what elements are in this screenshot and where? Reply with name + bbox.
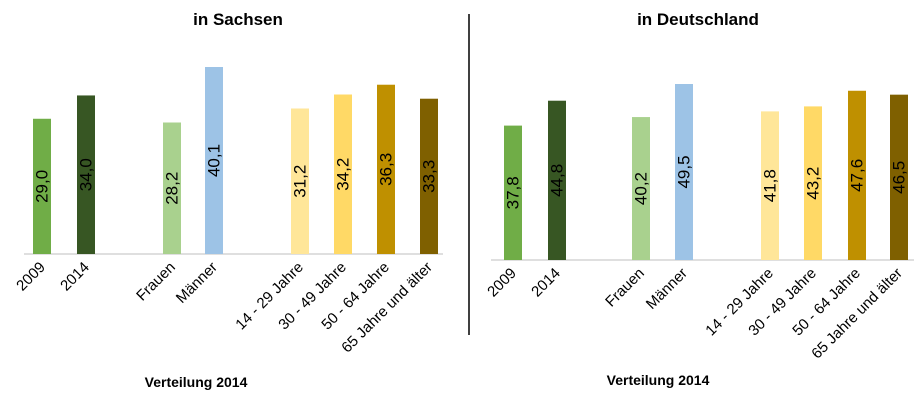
left-bar-3 (205, 67, 223, 254)
right-bar-6 (848, 90, 866, 260)
left-footer-label: Verteilung 2014 (145, 374, 248, 390)
right-data-label-7: 46,5 (890, 161, 909, 194)
right-tick-label-1: 2014 (528, 265, 564, 301)
left-data-label-5: 34,2 (334, 158, 353, 191)
right-data-label-3: 49,5 (675, 155, 694, 188)
left-tick-label-2: Frauen (133, 259, 179, 305)
left-bar-6 (377, 84, 395, 254)
right-data-label-4: 41,8 (761, 169, 780, 202)
left-data-label-6: 36,3 (377, 153, 396, 186)
left-bar-5 (334, 94, 352, 254)
plots-layer: 29,0 2009 34,0 2014 28,2 Frauen 40,1 Männer 31,2… (13, 67, 914, 362)
right-bar-1 (548, 100, 566, 260)
left-tick-label-1: 2014 (57, 259, 93, 295)
right-bar-2 (632, 117, 650, 260)
right-tick-label-2: Frauen (602, 265, 648, 311)
right-data-label-1: 44,8 (548, 164, 567, 197)
right-tick-label-3: Männer (643, 265, 691, 313)
left-data-label-3: 40,1 (205, 144, 224, 177)
left-bar-1 (77, 95, 95, 254)
right-bar-5 (804, 106, 822, 261)
right-tick-label-0: 2009 (484, 265, 520, 301)
right-data-label-5: 43,2 (804, 167, 823, 200)
left-data-label-2: 28,2 (163, 172, 182, 205)
right-bar-0 (504, 125, 522, 260)
left-bar-4 (291, 108, 309, 254)
right-bar-7 (890, 94, 908, 261)
right-chart-title: in Deutschland (637, 10, 759, 29)
left-bar-0 (33, 118, 51, 254)
left-bar-7 (420, 98, 438, 254)
right-bar-4 (761, 111, 779, 260)
left-data-label-1: 34,0 (77, 158, 96, 191)
right-data-label-0: 37,8 (504, 176, 523, 209)
right-footer-label: Verteilung 2014 (607, 372, 710, 388)
left-data-label-0: 29,0 (33, 170, 52, 203)
left-tick-label-0: 2009 (13, 259, 49, 295)
left-data-label-7: 33,3 (420, 160, 439, 193)
left-bar-2 (163, 122, 181, 254)
right-bar-3 (675, 84, 693, 260)
right-data-label-6: 47,6 (848, 159, 867, 192)
left-data-label-4: 31,2 (291, 165, 310, 198)
left-tick-label-3: Männer (173, 259, 221, 307)
right-data-label-2: 40,2 (632, 172, 651, 205)
left-chart-title: in Sachsen (193, 10, 283, 29)
